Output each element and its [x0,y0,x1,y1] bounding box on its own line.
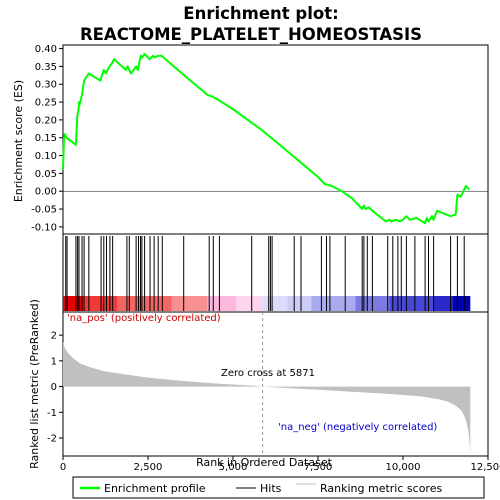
rank-gradient-segment [433,296,453,311]
metric-y-tick-label: 0 [51,382,57,393]
metric-y-tick-label: 1 [51,356,57,367]
es-plot-frame [62,44,489,235]
metric-y-tick-label: 2 [51,331,57,342]
rank-gradient-segment [389,296,434,311]
rank-gradient-segment [311,296,356,311]
es-y-tick-label: -0.10 [31,222,57,233]
x-tick-label: 7,500 [304,462,333,473]
es-y-tick-label: 0.30 [35,80,57,91]
rank-gradient-bar [63,296,471,311]
es-y-tick-label: 0.00 [35,187,57,198]
es-y-tick-label: 0.15 [35,133,57,144]
es-y-tick-label: 0.25 [35,98,57,109]
legend-hits-label: Hits [260,482,282,495]
metric-y-tick-label: -2 [47,434,57,445]
es-y-tick-label: 0.20 [35,115,57,126]
legend: Enrichment profile Hits Ranking metric s… [72,476,485,499]
rank-gradient-segment [83,296,118,311]
metric-panel: -2 -1 0 1 2 'na_pos' (positively correlated)… [28,299,489,469]
es-y-axis-label: Enrichment score (ES) [12,80,25,202]
es-panel: -0.10 -0.05 0.00 0.05 0.10 0.15 0.20 0.25 0.30 0.… [12,44,489,235]
metric-y-axis-label: Ranked list metric (PreRanked) [28,299,41,469]
metric-y-axis: -2 -1 0 1 2 [47,331,63,445]
rank-gradient-segment [452,296,471,311]
es-y-tick-label: 0.05 [35,169,57,180]
rank-gradient-segment [63,296,84,311]
na-pos-label: 'na_pos' (positively correlated) [67,313,221,324]
x-axis: 0 2,500 5,000 7,500 10,000 12,500 [60,456,500,473]
rank-gradient-segment [287,296,312,311]
hit-markers [65,236,465,311]
metric-y-tick-label: -1 [47,408,57,419]
es-y-tick-label: 0.40 [35,44,57,55]
es-y-tick-label: 0.10 [35,151,57,162]
zero-cross-label: Zero cross at 5871 [221,368,315,379]
hits-panel [62,233,489,313]
rank-gradient-segment [236,296,263,311]
es-y-axis: -0.10 -0.05 0.00 0.05 0.10 0.15 0.20 0.25 0.30 0.… [31,44,63,233]
rank-gradient-segment [207,296,237,311]
legend-enrichment-profile-label: Enrichment profile [104,482,206,495]
rank-gradient-segment [171,296,208,311]
es-y-tick-label: 0.35 [35,62,57,73]
x-tick-label: 2,500 [134,462,163,473]
rank-gradient-segment [262,296,288,311]
enrichment-profile-line [62,52,471,225]
x-tick-label: 10,000 [386,462,421,473]
x-tick-label: 0 [60,462,66,473]
x-tick-label: 12,500 [471,462,500,473]
es-y-tick-label: -0.05 [31,205,57,216]
x-tick-label: 5,000 [219,462,248,473]
chart-title-line2: REACTOME_PLATELET_HOMEOSTASIS [80,25,422,44]
na-neg-label: 'na_neg' (negatively correlated) [278,422,437,433]
chart-title-line1: Enrichment plot: [183,4,338,23]
x-axis-label: Rank in Ordered Dataset [196,456,333,469]
legend-ranking-metric-label: Ranking metric scores [320,482,442,495]
legend-frame [72,476,485,499]
